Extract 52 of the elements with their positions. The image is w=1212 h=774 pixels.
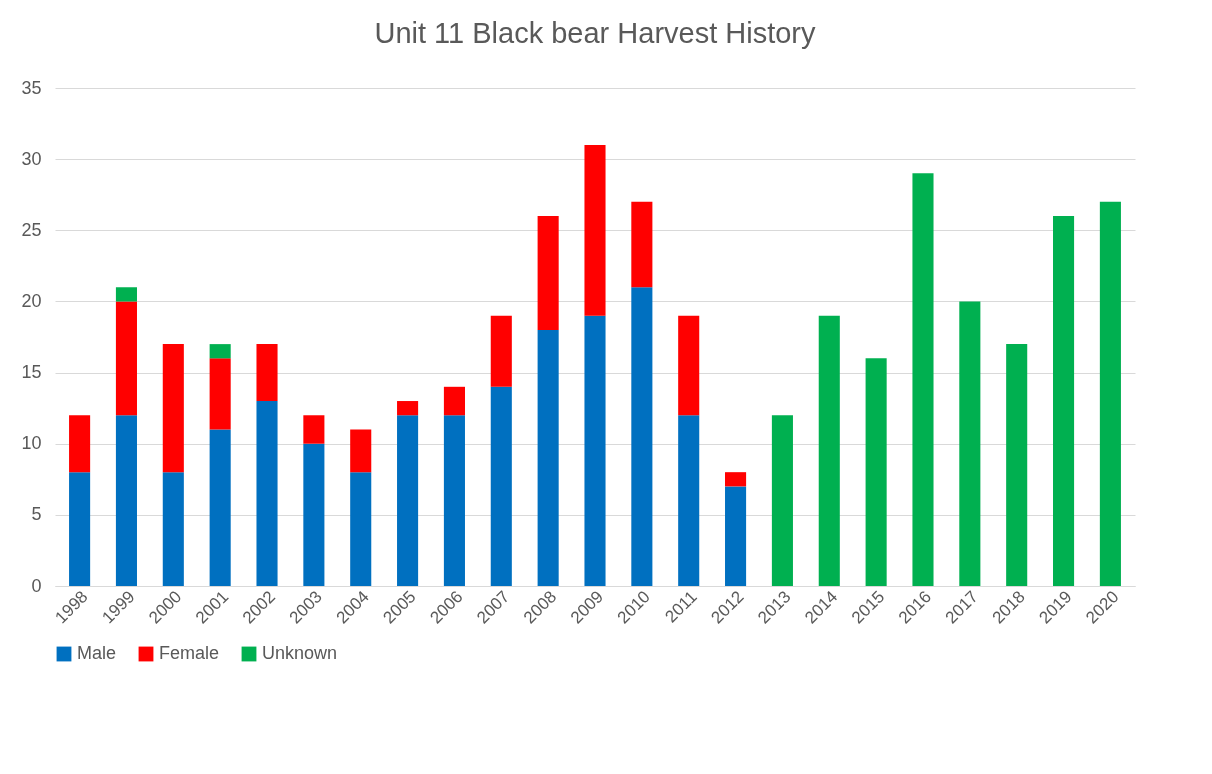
legend-label: Unknown (262, 643, 338, 663)
bar (490, 386, 512, 586)
legend-label: Male (77, 643, 117, 663)
bar (584, 144, 606, 316)
bar (303, 443, 325, 586)
bar (725, 486, 747, 586)
bar (397, 401, 419, 416)
bar (537, 216, 559, 330)
bar (912, 173, 934, 586)
bar (631, 201, 653, 288)
bar (69, 472, 91, 586)
y-tick-label: 25 (21, 219, 42, 240)
bar (584, 315, 606, 586)
bar (115, 287, 137, 302)
y-tick-label: 30 (21, 148, 42, 169)
y-tick-label: 15 (21, 362, 42, 383)
bar (537, 329, 559, 586)
bar (490, 315, 512, 387)
bar (631, 287, 653, 586)
bar (678, 415, 700, 586)
bar (162, 344, 184, 473)
bar (256, 401, 278, 586)
bar (209, 358, 231, 430)
bar (725, 472, 747, 487)
bar (1099, 201, 1121, 586)
bar (209, 344, 231, 359)
y-tick-label: 10 (21, 433, 42, 454)
bar (303, 415, 325, 444)
y-tick-label: 0 (31, 575, 42, 596)
y-tick-label: 20 (21, 290, 42, 311)
bar (678, 315, 700, 416)
bar (1006, 344, 1028, 586)
bar (865, 358, 887, 586)
legend-label: Female (159, 643, 220, 663)
bar (959, 301, 981, 586)
y-tick-label: 35 (21, 77, 42, 98)
chart-title: Unit 11 Black bear Harvest History (374, 17, 817, 49)
bar (256, 344, 278, 402)
bar (443, 386, 465, 416)
bar (1053, 216, 1075, 586)
bar (115, 301, 137, 416)
bar (209, 429, 231, 586)
bar (162, 472, 184, 586)
bar (350, 429, 372, 473)
bar (771, 415, 793, 586)
bar (397, 415, 419, 586)
bar (443, 415, 465, 586)
bar (818, 315, 840, 586)
y-tick-label: 5 (31, 504, 42, 525)
bar (69, 415, 91, 473)
bar (350, 472, 372, 586)
bar (115, 415, 137, 586)
